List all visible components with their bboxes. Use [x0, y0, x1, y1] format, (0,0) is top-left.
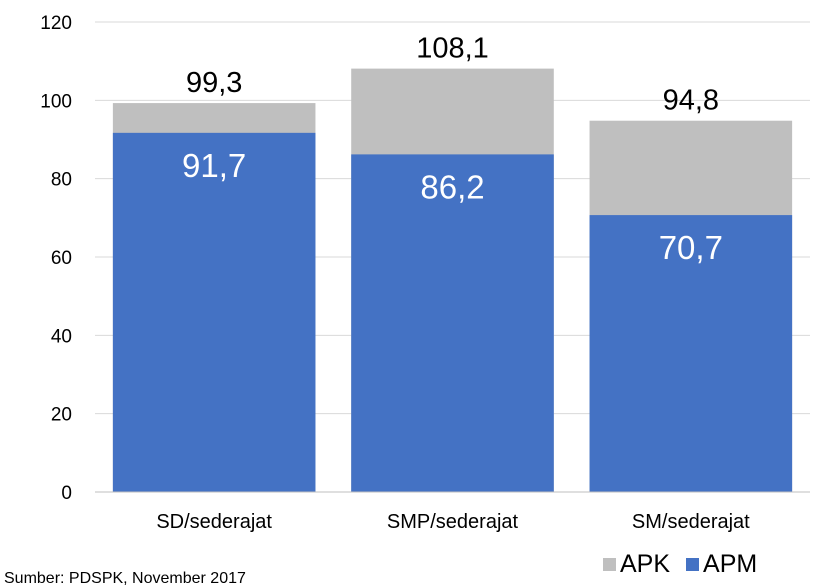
stacked-bar-chart: 0 20 40 60 80 100 120 99,3 91,7 SD/sederajat 108,1…: [40, 13, 810, 533]
y-tick-label-60: 60: [51, 248, 72, 269]
legend-item-apm: APM: [686, 550, 757, 579]
x-tick-label-0: SD/sederajat: [156, 511, 272, 533]
bar-apm-1: [351, 154, 554, 492]
x-tick-label-2: SM/sederajat: [632, 511, 750, 533]
data-label-apk-0: 99,3: [186, 67, 242, 99]
data-label-apm-0: 91,7: [182, 147, 246, 184]
bar-apm-2: [589, 215, 793, 492]
data-label-apk-2: 94,8: [663, 85, 719, 117]
legend-label-apk: APK: [620, 549, 671, 578]
source-note: Sumber: PDSPK, November 2017: [4, 570, 246, 587]
y-tick-label-20: 20: [51, 405, 72, 426]
legend-swatch-apm: [686, 557, 700, 571]
data-label-apm-1: 86,2: [420, 168, 484, 205]
legend-label-apm: APM: [703, 549, 758, 578]
y-tick-label-0: 0: [61, 483, 72, 504]
y-tick-label-120: 120: [40, 13, 72, 34]
y-tick-label-40: 40: [51, 326, 72, 347]
y-tick-label-100: 100: [40, 91, 72, 112]
bar-apm-0: [112, 132, 316, 492]
legend-item-apk: APK: [603, 550, 670, 579]
x-tick-label-1: SMP/sederajat: [387, 511, 519, 533]
legend-swatch-apk: [603, 557, 616, 571]
chart-legend: APK APM: [603, 550, 773, 579]
data-label-apm-2: 70,7: [659, 229, 723, 266]
y-tick-label-80: 80: [51, 170, 72, 191]
data-label-apk-1: 108,1: [416, 33, 489, 65]
